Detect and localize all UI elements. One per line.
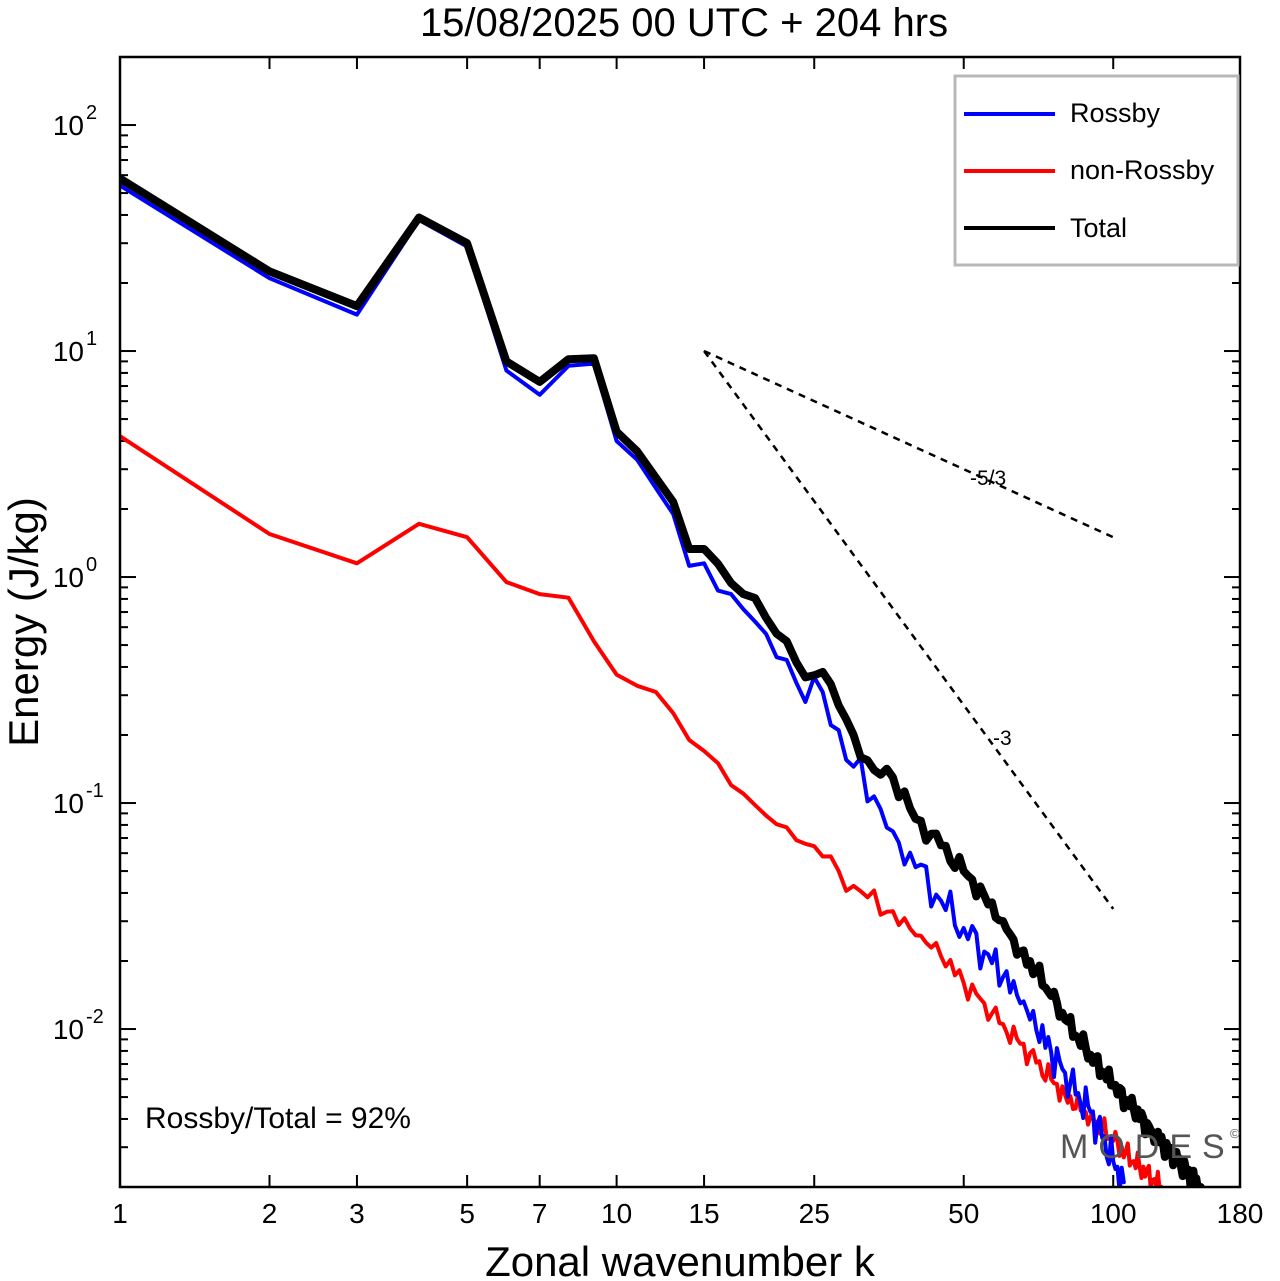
chart-title: 15/08/2025 00 UTC + 204 hrs (420, 1, 948, 45)
legend-label-total: Total (1070, 213, 1127, 243)
data-series (120, 174, 1205, 1187)
x-tick-label: 25 (799, 1198, 830, 1229)
reference-slope-lines (703, 349, 1115, 910)
series-line-non-rossby (120, 434, 1164, 1187)
legend: Rossby non-Rossby Total (953, 74, 1240, 267)
y-tick-exponent: -2 (86, 1006, 104, 1028)
y-tick-label: 10 (53, 336, 84, 367)
rossby-ratio-annotation: Rossby/Total = 92% (145, 1102, 411, 1135)
y-tick-label: 10 (53, 788, 84, 819)
watermark-copyright-mark: © (1230, 1126, 1240, 1141)
y-tick-label: 10 (53, 110, 84, 141)
x-tick-label: 7 (532, 1198, 548, 1229)
series-line-total (120, 174, 1205, 1187)
plot-frame (118, 55, 1242, 1189)
x-axis-label: Zonal wavenumber k (485, 1238, 876, 1281)
y-axis-label: Energy (J/kg) (0, 497, 47, 747)
y-tick-label: 10 (53, 562, 84, 593)
x-tick-labels: 1 2 3 5 7 10 15 25 50 100 180 (112, 1198, 1263, 1229)
legend-label-rossby: Rossby (1070, 98, 1161, 128)
x-tick-label: 50 (948, 1198, 979, 1229)
series-line-rossby (120, 183, 1126, 1187)
modes-watermark: MODES (1060, 1128, 1235, 1166)
y-tick-exponent: 0 (86, 554, 97, 576)
x-tick-label: 100 (1090, 1198, 1137, 1229)
slope-line-minus-3 (703, 350, 1115, 910)
y-tick-label: 10 (53, 1014, 84, 1045)
x-tick-label: 5 (459, 1198, 475, 1229)
x-tick-label: 3 (349, 1198, 365, 1229)
slope-label-minus-5-3: -5/3 (970, 467, 1006, 490)
y-tick-exponent: 1 (86, 328, 97, 350)
x-tick-label: 1 (112, 1198, 128, 1229)
slope-line-minus-5-3 (703, 349, 1114, 539)
legend-label-non-rossby: non-Rossby (1070, 155, 1215, 185)
x-tick-label: 2 (262, 1198, 278, 1229)
slope-label-minus-3: -3 (993, 727, 1012, 750)
y-tick-exponent: 2 (86, 102, 97, 124)
x-tick-label: 180 (1217, 1198, 1264, 1229)
y-tick-exponent: -1 (86, 780, 104, 802)
x-tick-label: 15 (688, 1198, 719, 1229)
x-tick-label: 10 (601, 1198, 632, 1229)
